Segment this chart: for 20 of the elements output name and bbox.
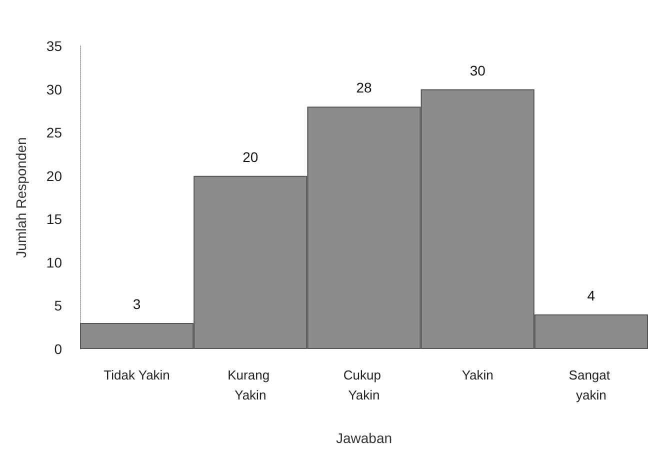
data-label: 3	[132, 296, 141, 312]
x-tick-label: Cukup Yakin	[343, 368, 385, 402]
y-tick-label: 10	[46, 254, 62, 270]
y-axis-title: Jumlah Responden	[13, 137, 29, 258]
y-tick-label: 25	[46, 124, 62, 141]
y-tick-label: 5	[54, 298, 62, 314]
data-label: 28	[356, 80, 372, 96]
y-tick-label: 20	[46, 168, 62, 184]
x-tick-label: Sangat yakin	[568, 368, 614, 402]
data-label: 30	[470, 62, 486, 78]
y-tick-label: 30	[46, 81, 62, 98]
y-tick-label: 0	[54, 341, 62, 357]
x-tick-label: Yakin	[462, 368, 494, 382]
x-tick-label: Tidak Yakin	[104, 368, 170, 382]
data-label: 4	[587, 287, 596, 304]
data-label: 20	[242, 148, 258, 165]
y-tick-label: 15	[46, 211, 62, 228]
x-axis-title: Jawaban	[336, 430, 392, 446]
y-tick-label: 35	[46, 38, 62, 54]
x-tick-label: Kurang Yakin	[228, 368, 274, 402]
